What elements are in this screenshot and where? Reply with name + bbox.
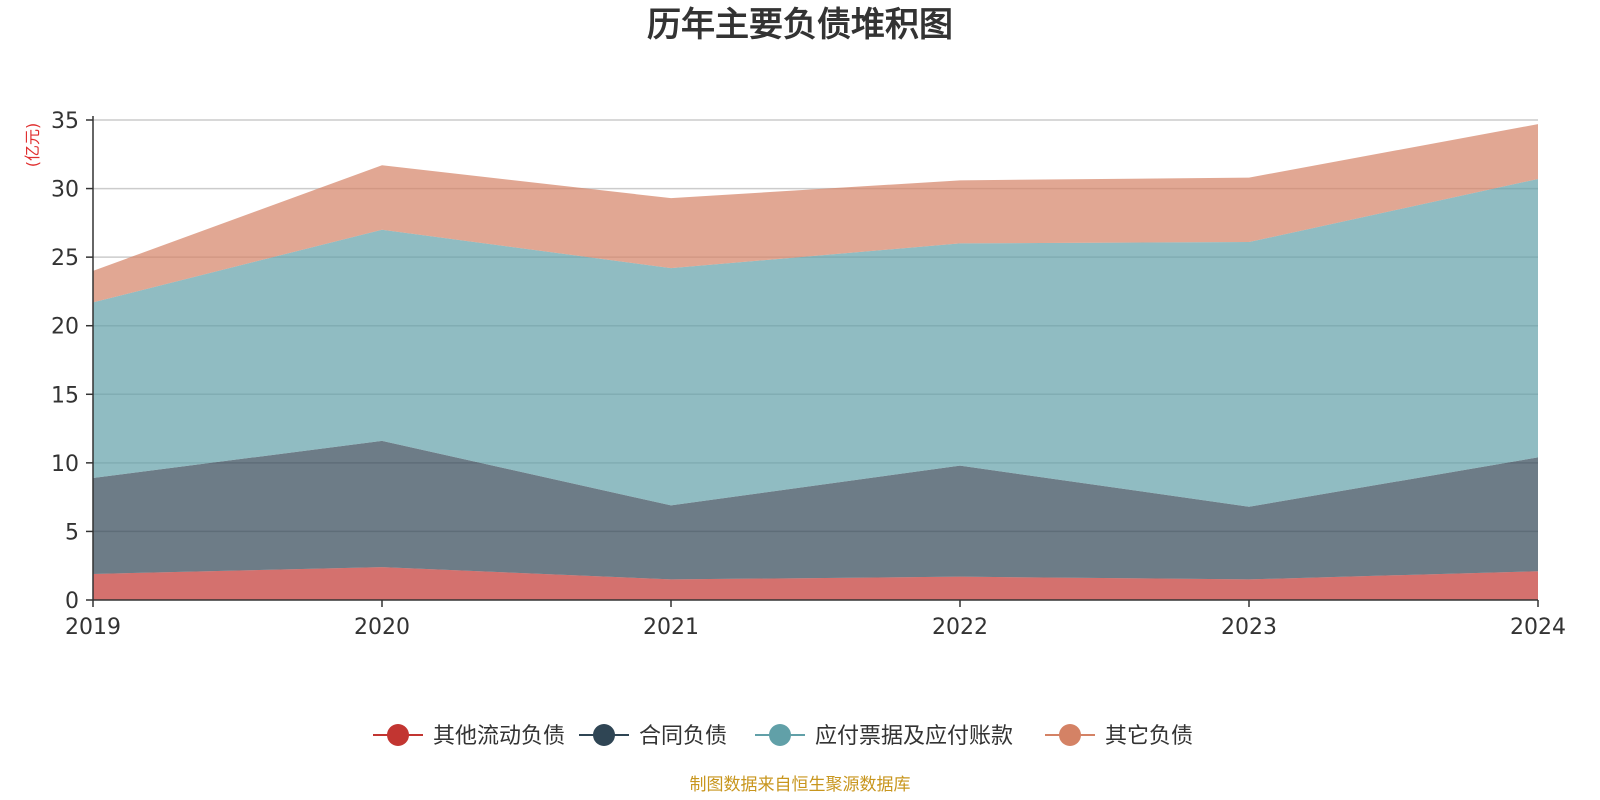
area-series-3 <box>93 178 1538 507</box>
legend-label: 合同负债 <box>639 724 727 749</box>
x-tick-label: 2023 <box>1221 615 1277 640</box>
area-series-1 <box>93 567 1538 600</box>
y-tick-label: 20 <box>51 315 79 340</box>
chart-title: 历年主要负债堆积图 <box>647 5 953 45</box>
legend-label: 应付票据及应付账款 <box>815 724 1013 749</box>
x-tick-label: 2021 <box>643 615 699 640</box>
y-tick-label: 35 <box>51 109 79 134</box>
legend-circle-icon <box>593 724 615 746</box>
legend-item-2[interactable]: 合同负债 <box>579 724 727 749</box>
legend-label: 其它负债 <box>1105 724 1193 749</box>
legend-item-4[interactable]: 其它负债 <box>1045 724 1193 749</box>
y-tick-label: 25 <box>51 246 79 271</box>
source-note: 制图数据来自恒生聚源数据库 <box>690 775 911 795</box>
legend[interactable]: 其他流动负债 合同负债 应付票据及应付账款 其它负债 <box>373 724 1193 749</box>
y-tick-label: 0 <box>65 589 79 614</box>
axes: 0 5 10 15 20 25 30 35 2019 2020 2021 2022 2023 2024 <box>51 109 1566 640</box>
legend-item-3[interactable]: 应付票据及应付账款 <box>755 724 1013 749</box>
x-tick-label: 2024 <box>1510 615 1566 640</box>
y-tick-label: 30 <box>51 178 79 203</box>
x-tick-label: 2019 <box>65 615 121 640</box>
area-series-2 <box>93 440 1538 580</box>
area-series-group <box>93 124 1538 600</box>
y-tick-label: 10 <box>51 452 79 477</box>
legend-circle-icon <box>387 724 409 746</box>
legend-circle-icon <box>769 724 791 746</box>
x-tick-label: 2020 <box>354 615 410 640</box>
y-tick-label: 5 <box>65 520 79 545</box>
x-tick-label: 2022 <box>932 615 988 640</box>
legend-label: 其他流动负债 <box>433 724 565 749</box>
y-axis-unit-label: (亿元) <box>23 123 42 168</box>
y-tick-label: 15 <box>51 383 79 408</box>
legend-item-1[interactable]: 其他流动负债 <box>373 724 565 749</box>
legend-circle-icon <box>1059 724 1081 746</box>
area-series-4 <box>93 124 1538 303</box>
